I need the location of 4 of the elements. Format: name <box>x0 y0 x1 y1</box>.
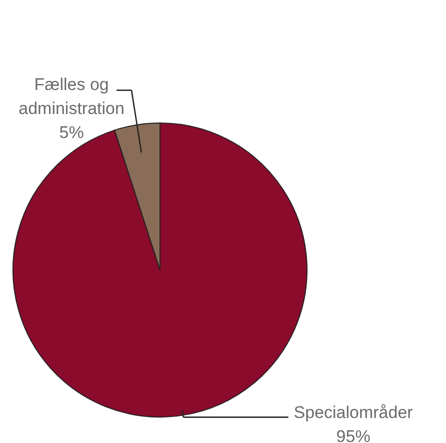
slice-label: Fælles og administration <box>18 75 124 118</box>
data-label: 95% <box>336 427 370 443</box>
data-label: 5% <box>59 123 84 142</box>
slice-label: Specialområder <box>294 403 414 422</box>
